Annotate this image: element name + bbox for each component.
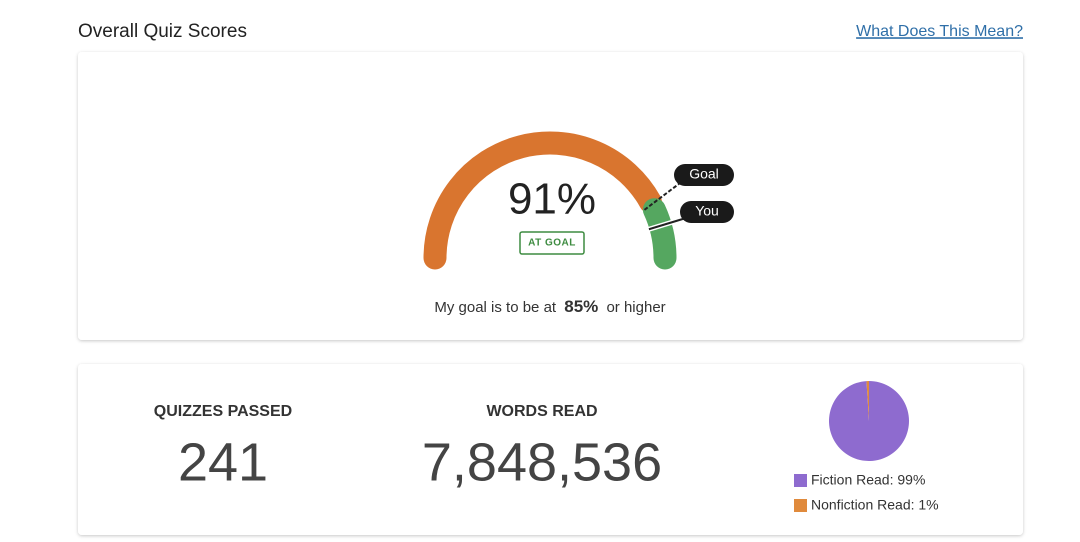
above-goal-arc <box>642 198 677 270</box>
legend-swatch <box>794 499 807 512</box>
help-link[interactable]: What Does This Mean? <box>856 23 1023 40</box>
goal-tag-bg <box>674 164 734 186</box>
stat-value: 7,848,536 <box>422 432 662 492</box>
status-badge <box>519 231 585 255</box>
score-marker <box>648 217 687 231</box>
stat-label: WORDS READ <box>486 403 597 420</box>
section-title: Overall Quiz Scores <box>78 21 247 42</box>
legend-label: Nonfiction Read: 1% <box>811 497 939 513</box>
below-goal-arc <box>423 131 662 270</box>
goal-marker <box>643 179 685 211</box>
stats: QUIZZES PASSED 241 WORDS READ 7,848,536 <box>154 403 662 492</box>
caption-start: My goal is to be at <box>434 299 557 316</box>
legend-swatch <box>794 474 807 487</box>
goal-caption: My goal is to be at 85% or higher <box>434 297 665 316</box>
goal-tag: Goal <box>689 166 719 182</box>
status-text: AT GOAL <box>528 238 576 249</box>
caption-end: or higher <box>606 299 665 316</box>
pie-slice <box>828 381 909 462</box>
legend-label: Fiction Read: 99% <box>811 472 925 488</box>
caption-goal: 85% <box>564 297 598 316</box>
stat-label: QUIZZES PASSED <box>154 403 292 420</box>
gauge-card <box>78 52 1023 340</box>
score-tag: You <box>695 203 719 219</box>
pie-slice <box>866 381 869 421</box>
pie: Fiction Read: 99% Nonfiction Read: 1% <box>794 381 939 513</box>
score-tag-bg <box>680 201 734 223</box>
score-value: 91% <box>508 175 596 224</box>
gauge: Goal You <box>423 131 734 270</box>
stats-card <box>78 364 1023 535</box>
stat-value: 241 <box>178 432 268 492</box>
